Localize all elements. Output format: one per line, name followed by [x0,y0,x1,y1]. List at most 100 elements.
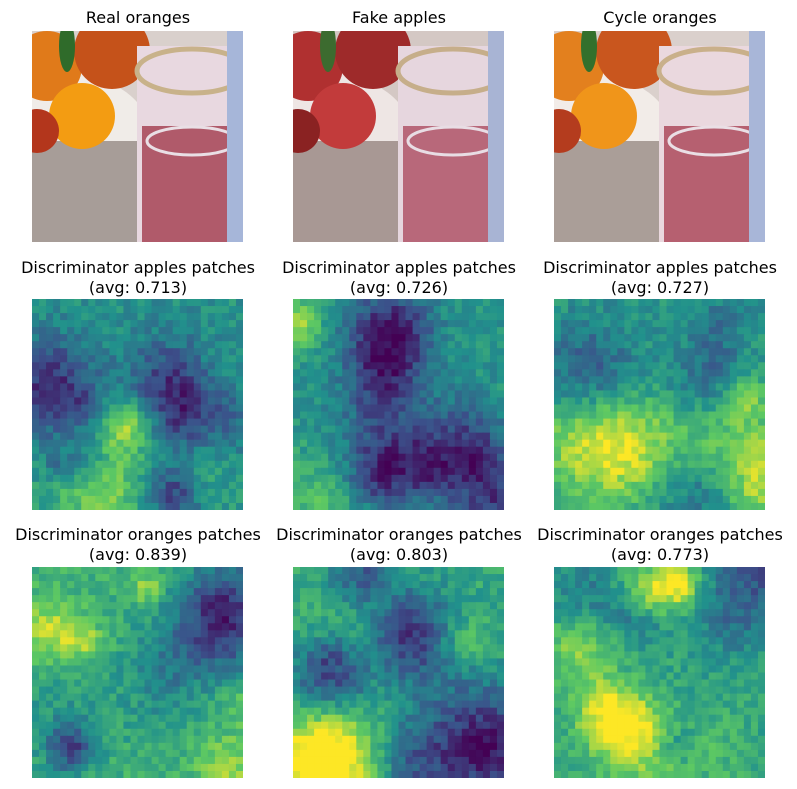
heatmap-cell [67,686,75,695]
heatmap-cell [722,320,731,328]
heatmap-cell [659,334,668,342]
heatmap-cell [440,595,449,603]
heatmap-cell [377,693,386,702]
heatmap-cell [405,581,414,589]
heatmap-cell [307,481,315,490]
heatmap-cell [736,630,745,638]
heatmap-cell [39,686,47,695]
heatmap-cell [158,686,167,695]
heatmap-cell [123,770,132,778]
heatmap-cell [123,616,132,624]
heatmap-cell [228,313,237,321]
heatmap-cell [116,735,125,744]
heatmap-cell [461,693,470,702]
heatmap-cell [116,728,125,737]
heatmap-cell [729,397,738,406]
heatmap-cell [496,672,504,681]
heatmap-cell [701,376,710,384]
heatmap-cell [342,763,350,772]
heatmap-cell [561,418,569,427]
heatmap-cell [81,672,89,681]
heatmap-cell [687,672,696,681]
heatmap-cell [102,707,110,716]
heatmap-cell [214,432,223,441]
heatmap-cell [39,474,47,483]
heatmap-cell [214,299,223,307]
heatmap-cell [708,397,717,406]
heatmap-cell [736,644,745,652]
heatmap-cell [489,362,498,370]
heatmap-cell [109,502,117,510]
heatmap-cell [186,630,195,638]
heatmap-cell [39,658,47,667]
heatmap-cell [321,376,329,384]
heatmap-cell [81,728,89,737]
heatmap-cell [186,460,195,469]
heatmap-cell [165,728,174,737]
heatmap-cell [193,672,202,681]
heatmap-cell [53,637,61,645]
heatmap-cell [617,595,625,603]
heatmap-cell [447,756,456,765]
heatmap-cell [419,742,428,751]
heatmap-cell [60,404,68,413]
heatmap-cell [349,320,357,328]
heatmap-cell [617,488,625,497]
heatmap-cell [342,623,350,631]
heatmap-cell [482,481,491,490]
heatmap-cell [708,376,717,384]
heatmap-cell [39,602,47,610]
heatmap-cell [81,595,89,603]
heatmap-cell [356,644,364,652]
heatmap-cell [610,313,618,321]
heatmap-cell [32,467,40,476]
heatmap-cell [412,488,421,497]
heatmap-cell [610,383,618,392]
heatmap-cell [314,411,322,420]
heatmap-cell [46,383,54,392]
heatmap-cell [39,756,47,765]
heatmap-cell [81,616,89,624]
heatmap-cell [398,418,407,427]
heatmap-cell [109,616,117,624]
heatmap-cell [708,616,717,624]
heatmap-cell [144,453,153,462]
heatmap-cell [214,453,223,462]
heatmap-cell [377,362,386,370]
heatmap-cell [158,383,167,392]
heatmap-cell [39,488,47,497]
heatmap-cell [53,453,61,462]
heatmap-cell [482,700,491,709]
heatmap-cell [645,502,654,510]
heatmap-cell [715,334,724,342]
heatmap-cell [307,567,315,575]
heatmap-cell [228,306,237,314]
heatmap-cell [342,390,350,399]
heatmap-cell [433,355,442,363]
heatmap-cell [454,481,463,490]
heatmap-cell [46,630,54,638]
heatmap-cell [88,679,96,688]
heatmap-cell [482,320,491,328]
heatmap-cell [186,567,195,575]
heatmap-cell [314,432,322,441]
heatmap-cell [228,453,237,462]
heatmap-cell [53,460,61,469]
heatmap-cell [356,425,364,434]
heatmap-cell [356,602,364,610]
heatmap-cell [95,397,103,406]
heatmap-cell [81,397,89,406]
heatmap-cell [377,749,386,758]
heatmap-cell [659,355,668,363]
heatmap-cell [412,397,421,406]
heatmap-cell [729,320,738,328]
heatmap-cell [729,383,738,392]
heatmap-cell [582,355,590,363]
heatmap-cell [447,665,456,674]
heatmap-cell [144,411,153,420]
photo-cycle-oranges [554,31,765,242]
heatmap-cell [561,362,569,370]
heatmap-cell [67,714,75,723]
heatmap-cell [596,460,604,469]
heatmap-cell [221,679,230,688]
